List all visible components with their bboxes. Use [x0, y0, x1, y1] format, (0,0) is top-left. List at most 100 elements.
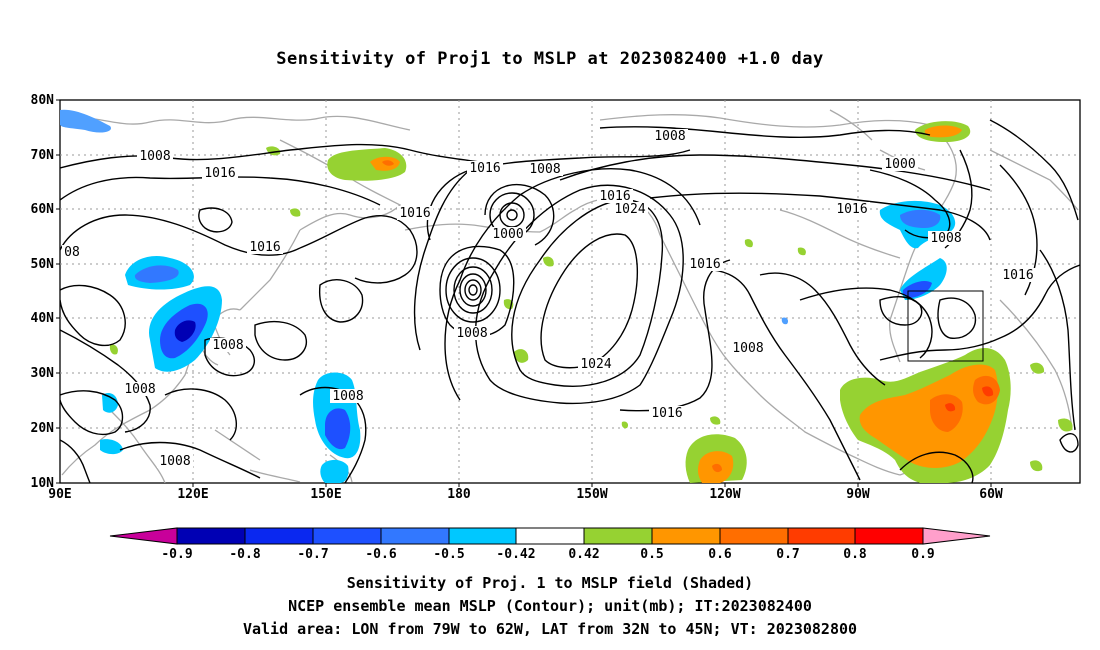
lon-label-150w: 150W [576, 487, 607, 502]
lon-label-180: 180 [447, 487, 471, 502]
contour-label: 1016 [836, 202, 867, 217]
valid-area-box [907, 290, 984, 362]
contour-label-bg [210, 338, 246, 352]
cb-label-pos-07: 0.7 [776, 547, 799, 562]
contour-label-bg [397, 206, 433, 220]
colorbar-bin-neg-08 [244, 527, 314, 545]
colorbar-end-pos [922, 527, 991, 545]
contour-label-bg [652, 129, 688, 143]
contour-label-bg [1000, 268, 1036, 282]
contour-label-bg [687, 257, 723, 271]
cb-label-neg-042: -0.42 [496, 547, 535, 562]
lon-label-90e: 90E [48, 487, 71, 502]
lat-label-50n: 50N [31, 257, 55, 272]
colorbar-bin-neutral [515, 527, 585, 545]
colorbar-bin-neg-07 [312, 527, 382, 545]
contour-label: 1000 [492, 227, 523, 242]
contour-label-bg [882, 157, 918, 171]
contour-label: 1016 [689, 257, 720, 272]
cb-label-pos-09: 0.9 [911, 547, 934, 562]
contour-label-bg [490, 227, 526, 241]
contour-label: 1000 [884, 157, 915, 172]
contour-label: 1008 [332, 389, 363, 404]
contour-label-bg [202, 166, 238, 180]
contour-label-bg [467, 161, 503, 175]
contour-label-bg [612, 202, 648, 216]
contour-label: 1016 [651, 406, 682, 421]
colorbar-bin-pos-08 [854, 527, 924, 545]
cb-label-pos-08: 0.8 [843, 547, 867, 562]
lon-axis: 90E 120E 150E 180 150W 120W 90W 60W [48, 487, 1003, 502]
cb-label-pos-042: 0.42 [568, 547, 599, 562]
contour-label-bg [649, 406, 685, 420]
lat-label-10n: 10N [31, 476, 55, 491]
contour-label: 1008 [139, 149, 170, 164]
contour-label-bg [157, 454, 193, 468]
contour-label: 1024 [614, 202, 645, 217]
contour-label-bg [247, 240, 283, 254]
contour-label-bg [330, 389, 366, 403]
contour-label-bg [834, 202, 870, 216]
contour-label: 1024 [580, 357, 611, 372]
lat-label-30n: 30N [31, 366, 55, 381]
colorbar-end-neg [109, 527, 178, 545]
contour-label: 1008 [529, 162, 560, 177]
cb-label-neg-07: -0.7 [297, 547, 328, 562]
contour-label-bg [527, 162, 563, 176]
figure-title: Sensitivity of Proj1 to MSLP at 20230824… [276, 49, 824, 69]
lat-label-60n: 60N [31, 202, 55, 217]
lon-label-120e: 120E [177, 487, 208, 502]
lon-label-120w: 120W [709, 487, 740, 502]
caption-line-1: Sensitivity of Proj. 1 to MSLP field (Sh… [346, 574, 754, 592]
contour-label-bg [578, 357, 614, 371]
contour-label: 1016 [249, 240, 280, 255]
lat-label-80n: 80N [31, 93, 55, 108]
colorbar-bin-neg-09 [176, 527, 246, 545]
contour-labels: 1008101610161008101610081016102410001016… [62, 129, 1036, 469]
lat-axis: 80N 70N 60N 50N 40N 30N 20N 10N [31, 93, 55, 491]
lon-label-90w: 90W [846, 487, 870, 502]
colorbar-bin-pos-05 [651, 527, 721, 545]
contour-label: 1008 [124, 382, 155, 397]
contour-label: 1008 [212, 338, 243, 353]
lon-label-60w: 60W [979, 487, 1003, 502]
contour-label: 1008 [159, 454, 190, 469]
cb-label-neg-09: -0.9 [161, 547, 192, 562]
colorbar [109, 527, 991, 545]
contour-label: 1008 [456, 326, 487, 341]
cb-label-neg-08: -0.8 [229, 547, 260, 562]
contour-label: 08 [64, 245, 80, 260]
contour-label: 1008 [930, 231, 961, 246]
contour-label-bg [454, 326, 490, 340]
cb-label-neg-05: -0.5 [433, 547, 464, 562]
cb-label-neg-06: -0.6 [365, 547, 396, 562]
contour-label: 1008 [654, 129, 685, 144]
contour-label: 1016 [399, 206, 430, 221]
contour-label-bg [137, 149, 173, 163]
colorbar-bin-pos-06 [719, 527, 789, 545]
contour-label: 1016 [599, 189, 630, 204]
lat-label-20n: 20N [31, 421, 55, 436]
lat-ticks [56, 99, 60, 484]
contour-label-bg [62, 245, 82, 259]
caption-line-3: Valid area: LON from 79W to 62W, LAT fro… [242, 620, 858, 638]
contour-label: 1016 [1002, 268, 1033, 283]
contour-label-bg [122, 382, 158, 396]
contour-label-bg [928, 231, 964, 245]
mslp-contours [60, 119, 1080, 483]
caption-line-2: NCEP ensemble mean MSLP (Contour); unit(… [288, 597, 812, 615]
contour-label: 1016 [204, 166, 235, 181]
lon-label-150e: 150E [310, 487, 341, 502]
colorbar-bin-pos-042 [583, 527, 653, 545]
lon-ticks [192, 483, 992, 487]
lat-label-70n: 70N [31, 148, 55, 163]
contour-label-bg [597, 189, 633, 203]
colorbar-bin-pos-07 [787, 527, 856, 545]
contour-label: 1016 [469, 161, 500, 176]
lat-label-40n: 40N [31, 311, 55, 326]
colorbar-bin-neg-06 [380, 527, 450, 545]
cb-label-pos-06: 0.6 [708, 547, 732, 562]
sensitivity-shading [60, 109, 1073, 483]
contour-label: 1008 [732, 341, 763, 356]
